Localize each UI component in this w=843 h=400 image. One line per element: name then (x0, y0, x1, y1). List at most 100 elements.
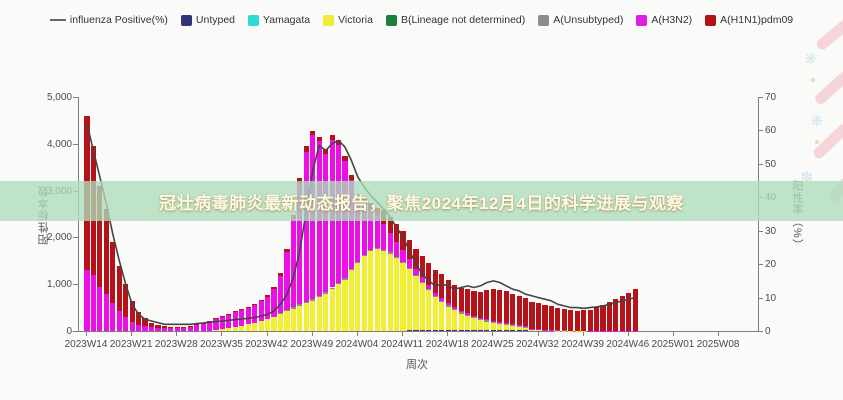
x-tick-label: 2023W28 (154, 339, 198, 350)
bar-segment (116, 311, 122, 331)
bar-segment (419, 277, 425, 282)
bar-segment (123, 284, 129, 317)
bar-segment (381, 251, 387, 331)
bar-segment (161, 326, 167, 329)
x-tick (718, 332, 720, 336)
bar-segment (413, 330, 419, 331)
bar-segment (471, 330, 477, 331)
bar-segment (271, 316, 277, 331)
bar-segment (381, 224, 387, 251)
legend-label: Untyped (195, 14, 236, 26)
y-left-tick-label: 0 (66, 326, 72, 337)
x-tick-label: 2025W08 (696, 339, 740, 350)
legend-item: Victoria (323, 14, 373, 26)
bar-segment (381, 250, 387, 252)
bar-segment (265, 296, 271, 320)
bar-segment (374, 249, 380, 331)
bar-segment (174, 327, 180, 328)
headline-text: 冠壮病毒肺炎最新动态报告，聚焦2024年12月4日的科学进展与观察 (159, 193, 684, 213)
y-left-tick (73, 237, 78, 239)
bar-segment (503, 323, 509, 324)
bar-segment (97, 286, 103, 331)
bar-segment (329, 135, 335, 141)
bar-segment (613, 298, 619, 331)
bar-segment (419, 330, 425, 331)
bar-segment (516, 325, 522, 328)
bar-segment (439, 300, 445, 302)
y-right-tick (758, 264, 763, 266)
bar-segment (452, 309, 458, 311)
bar-segment (297, 182, 303, 305)
bar-segment (129, 321, 135, 331)
bar-segment (136, 311, 142, 325)
bar-segment (419, 281, 425, 284)
bar-segment (368, 210, 374, 251)
legend-item: influenza Positive(%) (49, 14, 168, 26)
bar-segment (219, 328, 226, 331)
bar-segment (310, 130, 316, 136)
bar-segment (458, 310, 464, 313)
bar-segment (406, 269, 413, 331)
legend-color-swatch (636, 14, 648, 26)
bar-segment (497, 322, 503, 324)
y-left-tick (73, 143, 78, 145)
bar-segment (400, 231, 406, 251)
x-tick (492, 332, 494, 336)
y-left-tick (73, 331, 78, 332)
bar-segment (239, 309, 245, 326)
bar-segment (348, 270, 355, 331)
bar-segment (258, 301, 264, 322)
bar-segment (258, 299, 264, 302)
bar-segment (252, 323, 258, 331)
x-tick (311, 332, 313, 336)
y-right-tick-label: 0 (765, 326, 771, 337)
bar-segment (181, 327, 187, 331)
y-right-tick-label: 10 (765, 292, 777, 304)
bar-segment (561, 309, 567, 331)
bar-segment (342, 279, 348, 331)
bar-segment (335, 282, 342, 285)
bar-segment (277, 314, 284, 331)
bar-segment (490, 323, 496, 331)
bar-segment (471, 318, 477, 331)
bar-segment (432, 297, 438, 331)
bar-segment (116, 265, 122, 312)
bar-segment (342, 278, 348, 280)
x-axis-title: 周次 (406, 359, 428, 371)
bar-segment (342, 156, 348, 162)
bar-segment (464, 314, 471, 317)
legend-color-swatch (180, 14, 192, 26)
bar-segment (232, 326, 238, 331)
bar-segment (310, 299, 316, 301)
bar-segment (497, 289, 503, 323)
legend-label: A(Unsubtyped) (553, 14, 624, 26)
bar-segment (458, 330, 464, 331)
bar-segment (258, 321, 264, 331)
legend-label: A(H1N1)pdm09 (720, 14, 794, 26)
bar-segment (103, 209, 109, 294)
bar-segment (136, 324, 142, 331)
bar-segment (471, 316, 477, 319)
bar-segment (252, 304, 258, 324)
bar-segment (206, 321, 213, 331)
bar-segment (348, 179, 355, 269)
bar-segment (394, 257, 400, 259)
bar-segment (284, 310, 290, 312)
x-tick-label: 2024W04 (335, 339, 379, 350)
bar-segment (168, 328, 174, 331)
bar-segment (542, 304, 548, 330)
x-tick-label: 2024W11 (381, 339, 424, 350)
bar-segment (535, 329, 542, 331)
bar-segment (452, 307, 458, 310)
bar-segment (316, 297, 322, 331)
bar-segment (523, 326, 529, 328)
legend-item: A(Unsubtyped) (538, 14, 623, 26)
bar-segment (97, 185, 103, 287)
chart-legend: influenza Positive(%) Untyped Yamagata Vict… (0, 14, 843, 26)
legend-item: A(H1N1)pdm09 (705, 14, 793, 26)
x-tick (131, 332, 133, 336)
legend-color-swatch (705, 14, 717, 26)
bar-segment (606, 301, 613, 331)
bar-segment (503, 291, 509, 324)
bar-segment (290, 218, 296, 308)
